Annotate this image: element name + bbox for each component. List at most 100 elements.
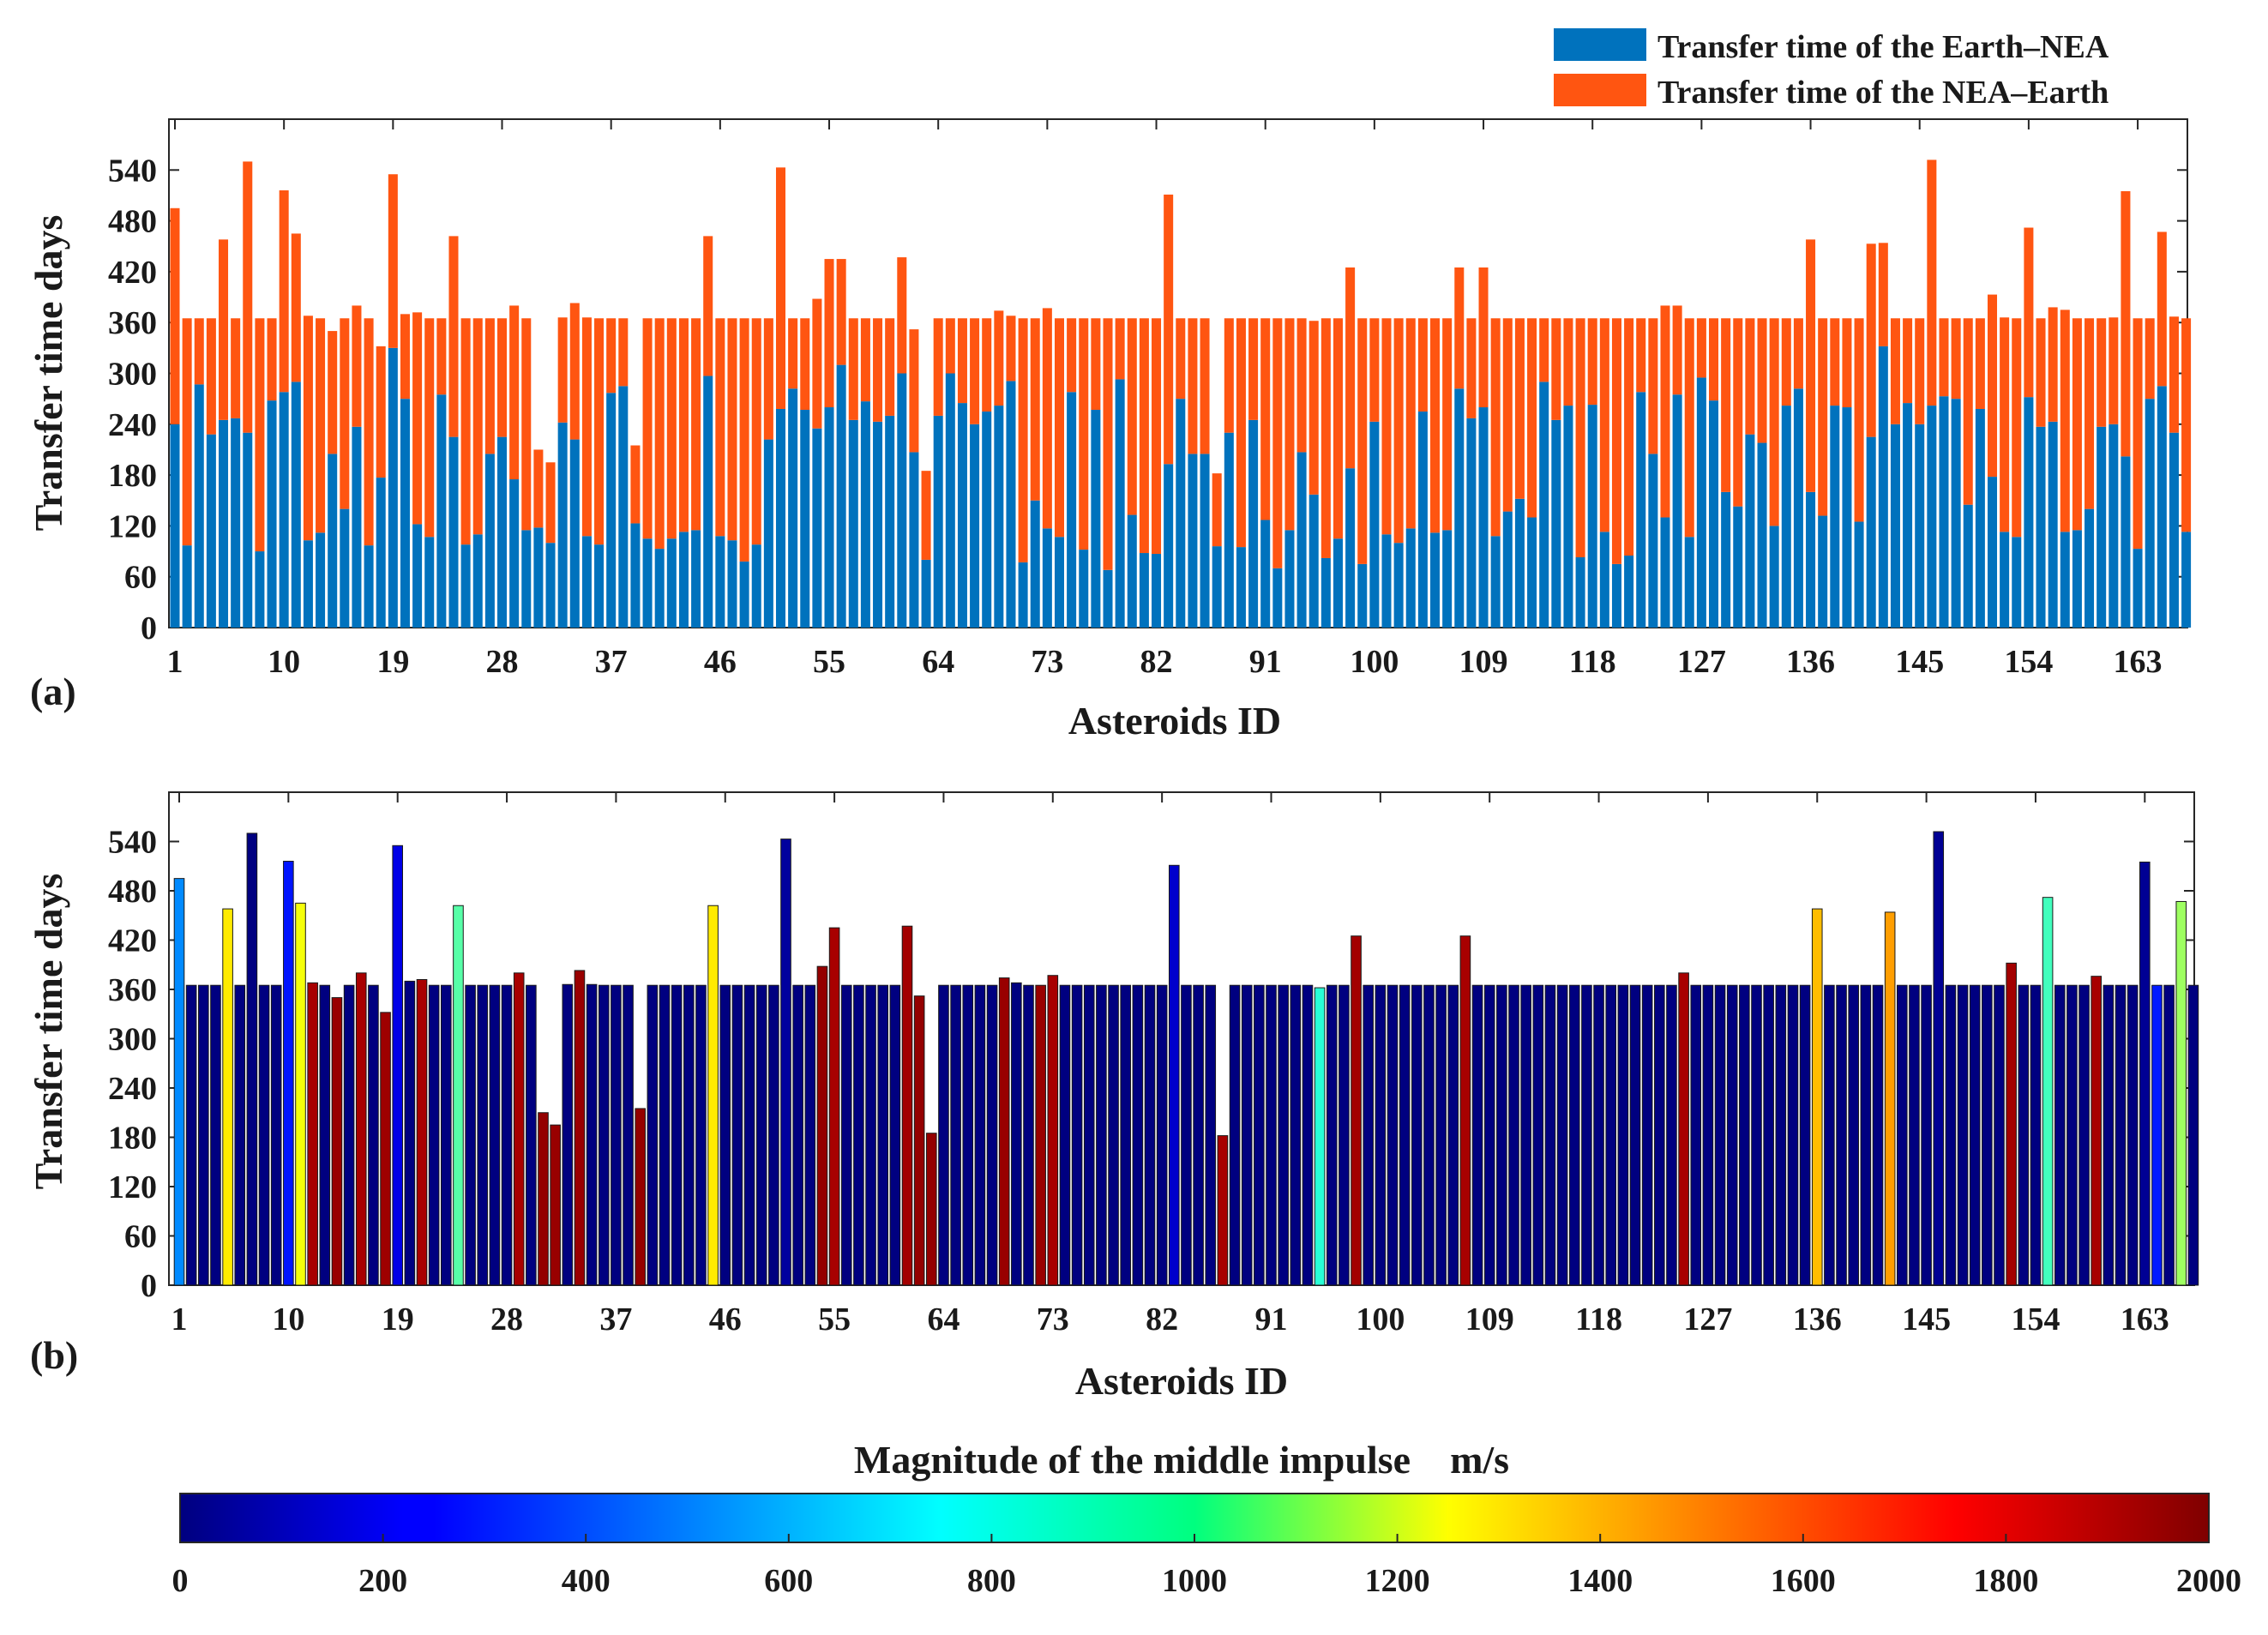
- bar-total-time: [901, 925, 913, 1286]
- x-tick-label: 19: [376, 644, 409, 680]
- bar-nea-earth: [1696, 318, 1706, 378]
- bar-nea-earth: [1709, 318, 1719, 401]
- bar-total-time: [1787, 984, 1799, 1286]
- y-tick-label: 540: [108, 153, 157, 189]
- bar-total-time: [828, 927, 840, 1286]
- bar-earth-nea: [569, 439, 580, 628]
- bar-total-time: [1375, 984, 1387, 1286]
- bar-total-time: [1666, 984, 1677, 1286]
- bar-total-time: [707, 905, 719, 1286]
- bar-nea-earth: [739, 318, 749, 562]
- bar-nea-earth: [1067, 318, 1077, 393]
- bar-total-time: [695, 984, 707, 1286]
- bar-total-time: [1860, 984, 1872, 1286]
- bar-earth-nea: [1417, 411, 1428, 628]
- bar-nea-earth: [545, 462, 556, 544]
- bar-nea-earth: [1611, 318, 1621, 564]
- bar-nea-earth: [316, 318, 326, 533]
- bar-total-time: [2006, 962, 2017, 1286]
- bar-earth-nea: [1587, 405, 1597, 628]
- bar-earth-nea: [2060, 532, 2070, 628]
- bar-total-time: [1363, 984, 1375, 1286]
- y-tick-label: 480: [108, 874, 157, 910]
- bar-total-time: [198, 984, 209, 1286]
- bar-earth-nea: [848, 419, 858, 628]
- bar-nea-earth: [775, 167, 786, 410]
- y-tick-label: 360: [108, 305, 157, 341]
- bar-total-time: [671, 984, 683, 1286]
- bar-total-time: [683, 984, 695, 1286]
- x-tick-label: 10: [268, 644, 300, 680]
- bar-earth-nea: [1054, 537, 1064, 628]
- bar-earth-nea: [970, 424, 980, 628]
- bar-total-time: [1266, 984, 1277, 1286]
- bar-nea-earth: [2024, 227, 2034, 398]
- x-tick-label: 154: [2004, 644, 2053, 680]
- bar-earth-nea: [1866, 436, 1876, 628]
- bar-earth-nea: [1478, 407, 1489, 628]
- bar-earth-nea: [1842, 407, 1852, 628]
- x-tick-label: 10: [272, 1301, 304, 1337]
- bar-earth-nea: [303, 540, 313, 628]
- bar-nea-earth: [2097, 318, 2107, 427]
- bar-total-time: [258, 984, 270, 1286]
- bar-nea-earth: [1296, 318, 1307, 453]
- bar-nea-earth: [1454, 267, 1465, 389]
- bar-total-time: [2054, 984, 2066, 1286]
- bar-total-time: [611, 984, 622, 1286]
- bar-nea-earth: [231, 318, 241, 418]
- bar-earth-nea: [1696, 377, 1706, 628]
- bar-total-time: [1836, 984, 1847, 1286]
- bar-total-time: [1011, 982, 1022, 1286]
- colorbar-tick-label: 600: [764, 1563, 813, 1599]
- bar-nea-earth: [1417, 318, 1428, 412]
- bar-total-time: [1909, 984, 1920, 1286]
- bar-total-time: [1459, 935, 1471, 1286]
- bar-nea-earth: [1927, 159, 1937, 406]
- bar-earth-nea: [267, 400, 277, 628]
- bar-nea-earth: [1308, 321, 1319, 495]
- bar-earth-nea: [279, 392, 289, 628]
- bar-nea-earth: [2012, 318, 2022, 538]
- x-tick-label: 82: [1146, 1301, 1178, 1337]
- bar-total-time: [1848, 984, 1859, 1286]
- bar-total-time: [1120, 984, 1132, 1286]
- bar-nea-earth: [1260, 318, 1271, 520]
- x-tick-label: 118: [1575, 1301, 1622, 1337]
- bar-total-time: [380, 1012, 391, 1286]
- bar-nea-earth: [2169, 316, 2179, 433]
- x-tick-label: 1: [171, 1301, 188, 1337]
- bar-earth-nea: [1806, 491, 1816, 628]
- bar-nea-earth: [1042, 308, 1052, 529]
- x-tick-label: 73: [1037, 1301, 1069, 1337]
- bar-total-time: [1083, 984, 1095, 1286]
- bar-nea-earth: [1915, 318, 1925, 424]
- bar-total-time: [185, 984, 197, 1286]
- bar-total-time: [428, 984, 440, 1286]
- colorbar-tick-label: 1600: [1771, 1563, 1836, 1599]
- bar-earth-nea: [1684, 537, 1694, 628]
- bar-total-time: [1726, 984, 1738, 1286]
- bar-nea-earth: [388, 174, 398, 348]
- x-tick-label: 37: [595, 644, 628, 680]
- bar-nea-earth: [400, 314, 410, 400]
- panel-a-y-axis-title: Transfer time days: [27, 215, 70, 532]
- bar-nea-earth: [279, 190, 289, 393]
- bar-total-time: [1945, 984, 1957, 1286]
- bar-total-time: [1933, 831, 1945, 1286]
- bar-nea-earth: [1224, 318, 1234, 433]
- y-tick-label: 420: [108, 255, 157, 291]
- x-tick-label: 46: [704, 644, 737, 680]
- bar-nea-earth: [666, 318, 677, 539]
- bar-earth-nea: [703, 376, 713, 628]
- bar-nea-earth: [654, 318, 665, 550]
- bar-total-time: [1326, 984, 1338, 1286]
- bar-total-time: [1690, 984, 1702, 1286]
- bar-nea-earth: [497, 318, 508, 437]
- bar-earth-nea: [1260, 520, 1271, 628]
- bar-nea-earth: [484, 318, 495, 454]
- bar-total-time: [1241, 984, 1253, 1286]
- bar-nea-earth: [2157, 231, 2167, 387]
- bar-nea-earth: [460, 318, 471, 545]
